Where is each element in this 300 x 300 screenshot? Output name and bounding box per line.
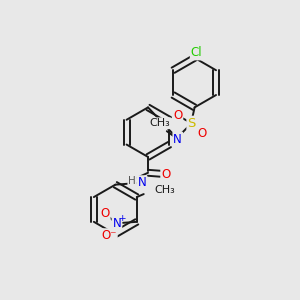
- Text: N: N: [138, 176, 146, 189]
- Text: S: S: [188, 117, 196, 130]
- Text: O: O: [100, 207, 110, 220]
- Text: O: O: [197, 127, 206, 140]
- Text: N: N: [112, 217, 121, 230]
- Text: O: O: [173, 109, 182, 122]
- Text: O⁻: O⁻: [101, 229, 117, 242]
- Text: CH₃: CH₃: [149, 118, 170, 128]
- Text: +: +: [118, 214, 126, 224]
- Text: Cl: Cl: [191, 46, 203, 59]
- Text: H: H: [128, 176, 136, 186]
- Text: CH₃: CH₃: [154, 185, 176, 195]
- Text: O: O: [161, 168, 170, 181]
- Text: N: N: [173, 133, 182, 146]
